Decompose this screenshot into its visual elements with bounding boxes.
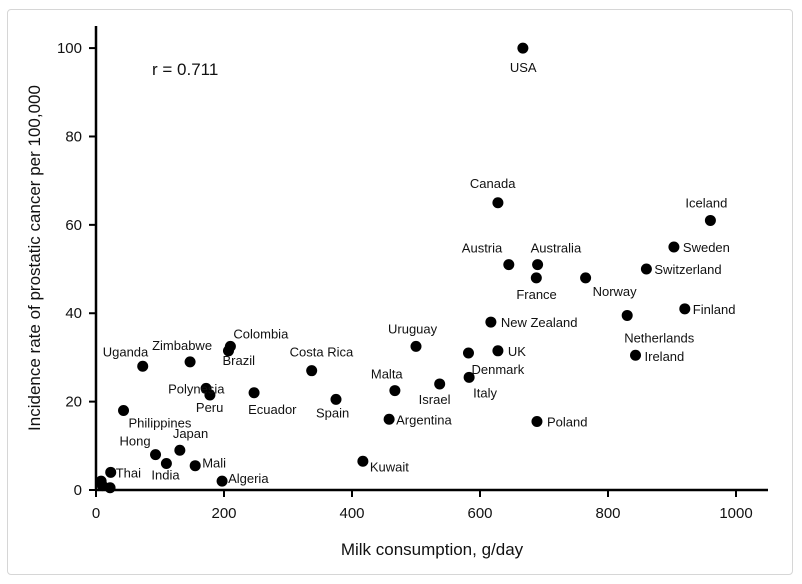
x-tick-label: 200 [211, 505, 236, 522]
point-label: Poland [547, 415, 587, 430]
y-tick-label: 100 [57, 40, 82, 57]
point-label: Brazil [222, 353, 255, 368]
data-point [704, 214, 716, 226]
data-point [118, 404, 130, 416]
data-point [517, 42, 529, 54]
axes [94, 26, 768, 492]
data-point [105, 466, 117, 478]
data-point [630, 349, 642, 361]
y-tick-label: 40 [65, 305, 82, 322]
point-label: Algeria [228, 471, 269, 486]
data-point [580, 272, 592, 284]
point-label: Malta [371, 367, 404, 382]
data-point [174, 444, 186, 456]
x-tick-label: 600 [467, 505, 492, 522]
data-point [150, 449, 162, 461]
data-point [222, 345, 234, 357]
data-point [485, 316, 497, 328]
data-point [189, 460, 201, 472]
point-label: Iceland [685, 195, 727, 210]
data-point [434, 378, 446, 390]
y-axis-title: Incidence rate of prostatic cancer per 1… [25, 85, 44, 431]
point-label: UK [508, 344, 526, 359]
y-tick-label: 0 [74, 482, 82, 499]
point-label: Ecuador [248, 402, 297, 417]
point-label: Australia [531, 241, 582, 256]
x-axis-title: Milk consumption, g/day [341, 540, 524, 559]
point-label: Norway [593, 284, 638, 299]
point-label: Canada [470, 176, 516, 191]
data-point [216, 475, 228, 487]
data-point [204, 389, 216, 401]
data-points [95, 42, 716, 494]
point-label: Israel [419, 392, 451, 407]
point-label: Polynesia [168, 381, 225, 396]
y-tick-label: 20 [65, 394, 82, 411]
point-label: Finland [693, 302, 736, 317]
point-labels: USA Canada Iceland Sweden Austria Australia Sw… [103, 60, 736, 486]
data-point [306, 365, 318, 377]
x-tick-label: 400 [339, 505, 364, 522]
point-label: Mali [202, 456, 226, 471]
data-point [383, 413, 395, 425]
x-tick-label: 1000 [719, 505, 752, 522]
data-point [621, 309, 633, 321]
data-point [532, 259, 544, 271]
data-point [389, 385, 401, 397]
data-point [137, 360, 149, 372]
data-point [530, 272, 542, 284]
point-label: Hong [120, 434, 151, 449]
point-label: New Zealand [501, 315, 578, 330]
data-point [410, 340, 422, 352]
chart-frame [7, 9, 793, 575]
data-point [160, 457, 172, 469]
point-label: Zimbabwe [152, 338, 212, 353]
point-label: Philippines [129, 415, 192, 430]
point-label: Argentina [396, 412, 452, 427]
point-label: Colombia [233, 326, 289, 341]
data-point [503, 259, 515, 271]
axis-ticks: 0 200 400 600 800 1000 0 20 40 60 80 100 [57, 40, 753, 522]
point-label: Thai [116, 465, 141, 480]
data-point [492, 197, 504, 209]
data-point [492, 345, 504, 357]
point-label: Uganda [103, 344, 149, 359]
point-label: Japan [173, 426, 208, 441]
data-point [330, 393, 342, 405]
point-label: Spain [316, 405, 349, 420]
point-label: Peru [196, 400, 223, 415]
y-tick-label: 60 [65, 217, 82, 234]
data-point [357, 455, 369, 467]
point-label: Ireland [645, 349, 685, 364]
point-label: USA [510, 60, 537, 75]
point-label: Uruguay [388, 321, 438, 336]
point-label: Sweden [683, 240, 730, 255]
data-point [640, 263, 652, 275]
x-tick-label: 0 [92, 505, 100, 522]
point-label: France [516, 287, 556, 302]
data-point [531, 416, 543, 428]
point-label: Italy [473, 385, 497, 400]
point-label: Switzerland [654, 262, 721, 277]
x-tick-label: 800 [595, 505, 620, 522]
data-point [184, 356, 196, 368]
point-label: India [151, 467, 180, 482]
point-label: Denmark [471, 362, 524, 377]
data-point [679, 303, 691, 315]
data-point [462, 347, 474, 359]
data-point [668, 241, 680, 253]
point-label: Austria [462, 241, 503, 256]
point-label: Costa Rica [290, 345, 354, 360]
y-tick-label: 80 [65, 128, 82, 145]
correlation-annotation: r = 0.711 [152, 60, 218, 79]
point-label: Kuwait [370, 459, 409, 474]
data-point [463, 371, 475, 383]
point-label: Netherlands [624, 330, 695, 345]
data-point [104, 482, 116, 494]
data-point [248, 387, 260, 399]
